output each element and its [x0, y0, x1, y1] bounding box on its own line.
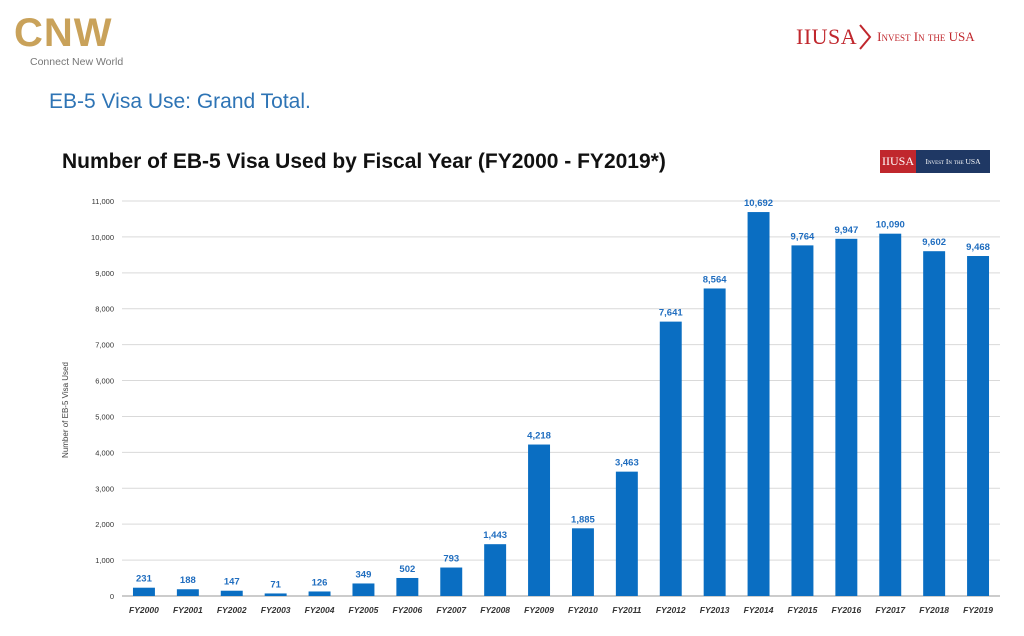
data-label: 10,090 — [876, 220, 905, 231]
y-tick-label: 2,000 — [95, 520, 114, 529]
bar-fy2005 — [352, 583, 375, 596]
y-tick-label: 7,000 — [95, 341, 114, 350]
data-label: 8,564 — [703, 274, 727, 285]
bar-fy2019 — [967, 256, 990, 596]
chevron-right-icon — [859, 24, 872, 50]
bar-fy2010 — [571, 528, 594, 596]
x-tick-label: FY2018 — [919, 605, 949, 615]
bar-fy2011 — [615, 471, 638, 596]
data-label: 188 — [180, 575, 196, 586]
bar-fy2004 — [308, 591, 331, 596]
y-tick-label: 3,000 — [95, 484, 114, 493]
chart-title: Number of EB-5 Visa Used by Fiscal Year … — [62, 150, 666, 173]
bar-fy2007 — [440, 567, 463, 596]
cnw-logo-tagline: Connect New World — [30, 56, 124, 68]
bar-fy2016 — [835, 238, 858, 597]
x-tick-label: FY2009 — [524, 605, 554, 615]
data-label: 9,468 — [966, 242, 990, 253]
x-tick-label: FY2012 — [656, 605, 686, 615]
x-tick-label: FY2008 — [480, 605, 510, 615]
data-labels: 231 188 147 71 126 349 502 793 1,443 4,218 1,885 3,… — [136, 198, 990, 590]
y-tick-label: 5,000 — [95, 412, 114, 421]
iiusa-badge: IIUSA Invest In the USA — [880, 150, 990, 173]
data-label: 9,764 — [791, 231, 815, 242]
bar-fy2009 — [528, 444, 551, 596]
x-tick-label: FY2019 — [963, 605, 993, 615]
x-tick-label: FY2010 — [568, 605, 598, 615]
data-label: 502 — [399, 564, 415, 575]
data-label: 126 — [312, 577, 328, 588]
bar-fy2002 — [220, 590, 243, 596]
data-label: 9,602 — [922, 237, 946, 248]
bar-fy2000 — [132, 587, 155, 596]
iiusa-logo-tagline: Invest In the USA — [877, 29, 975, 44]
data-label: 1,443 — [483, 530, 507, 541]
x-tick-label: FY2014 — [744, 605, 774, 615]
x-tick-label: FY2000 — [129, 605, 159, 615]
bar-fy2017 — [879, 233, 902, 596]
data-label: 1,885 — [571, 514, 595, 525]
x-tick-label: FY2017 — [875, 605, 906, 615]
data-label: 147 — [224, 577, 240, 588]
cnw-logo-mark: CNW — [14, 11, 113, 55]
bar-fy2001 — [176, 589, 199, 596]
x-tick-label: FY2001 — [173, 605, 203, 615]
x-tick-label: FY2004 — [305, 605, 335, 615]
x-tick-label: FY2005 — [349, 605, 379, 615]
y-tick-label: 11,000 — [92, 197, 114, 206]
data-label: 3,463 — [615, 458, 639, 469]
bar-fy2012 — [659, 321, 682, 596]
bar-fy2006 — [396, 577, 419, 596]
iiusa-badge-mark: IIUSA — [880, 150, 916, 173]
x-tick-label: FY2015 — [788, 605, 818, 615]
y-tick-label: 1,000 — [95, 556, 114, 565]
bar-fy2008 — [484, 544, 507, 596]
y-tick-label: 8,000 — [95, 305, 114, 314]
x-tick-label: FY2007 — [436, 605, 467, 615]
iiusa-logo: IIUSA Invest In the USA — [796, 22, 975, 52]
x-tick-label: FY2003 — [261, 605, 291, 615]
x-tick-label: FY2006 — [392, 605, 422, 615]
x-tick-label: FY2011 — [612, 605, 641, 615]
y-tick-label: 6,000 — [95, 377, 114, 386]
y-tick-label: 4,000 — [95, 448, 114, 457]
bar-fy2014 — [747, 212, 770, 596]
iiusa-logo-mark: IIUSA — [796, 24, 858, 49]
data-label: 4,218 — [527, 431, 551, 442]
bar-fy2013 — [703, 288, 726, 596]
slide-title: EB-5 Visa Use: Grand Total. — [49, 90, 311, 113]
x-tick-label: FY2016 — [831, 605, 861, 615]
bar-fy2003 — [264, 593, 287, 596]
x-tick-label: FY2002 — [217, 605, 247, 615]
y-axis-ticks: 0 1,000 2,000 3,000 4,000 5,000 6,000 7,000 8,00… — [91, 197, 114, 601]
bar-fy2015 — [791, 245, 814, 596]
chart-bars — [132, 212, 990, 597]
bar-fy2018 — [923, 251, 946, 596]
y-tick-label: 0 — [110, 592, 114, 601]
data-label: 793 — [443, 554, 459, 565]
data-label: 71 — [270, 579, 281, 590]
x-axis-ticks: FY2000 FY2001 FY2002 FY2003 FY2004 FY2005 FY20… — [129, 605, 993, 615]
y-axis-label: Number of EB-5 Visa Used — [61, 362, 70, 458]
x-tick-label: FY2013 — [700, 605, 730, 615]
data-label: 9,947 — [834, 225, 858, 236]
data-label: 10,692 — [744, 198, 773, 209]
data-label: 349 — [356, 569, 372, 580]
data-label: 7,641 — [659, 308, 683, 319]
chart-gridlines — [122, 200, 1000, 597]
y-tick-label: 9,000 — [95, 269, 114, 278]
iiusa-badge-tagline: Invest In the USA — [916, 150, 990, 173]
data-label: 231 — [136, 574, 153, 585]
y-tick-label: 10,000 — [91, 233, 114, 242]
